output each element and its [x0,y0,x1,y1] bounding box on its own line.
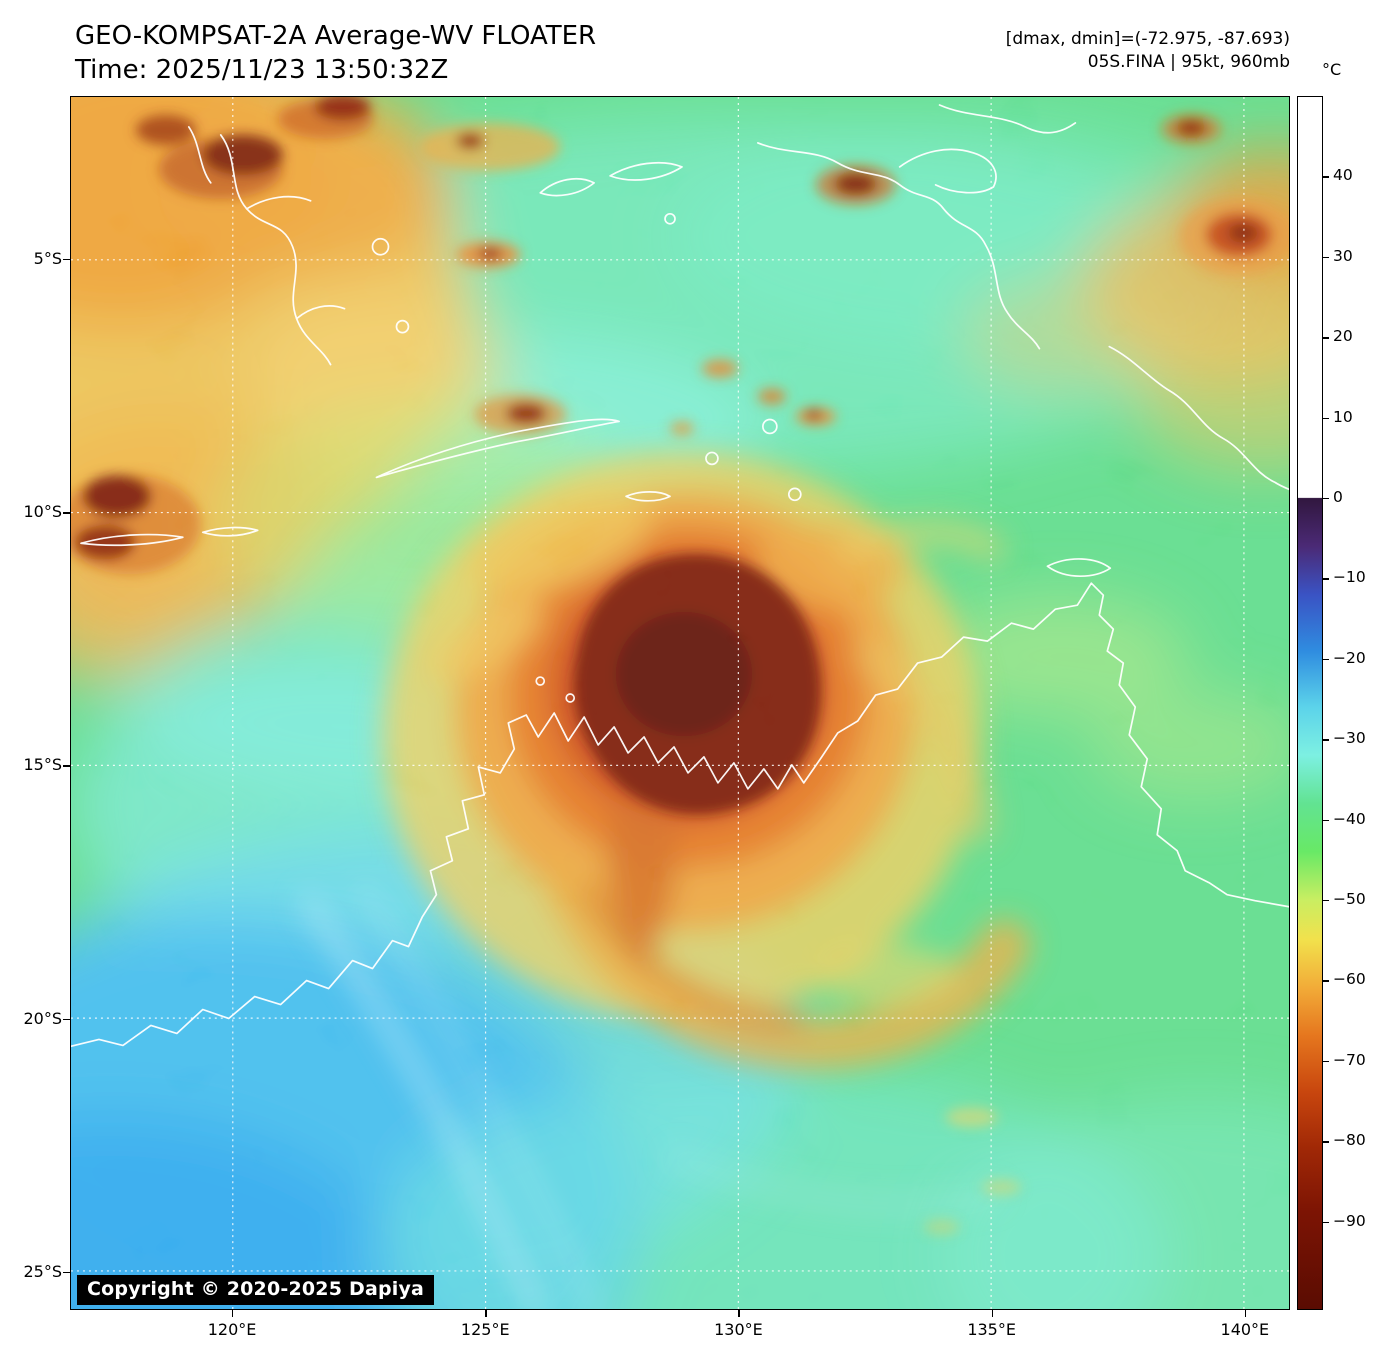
lon-tick-mark [991,1310,994,1317]
colorbar-unit-label: °C [1322,60,1342,79]
colorbar-tick-label: −70 [1333,1050,1366,1069]
colorbar-tick-label: −20 [1333,648,1366,667]
lon-tick-label: 135°E [967,1320,1016,1339]
colorbar-tick-mark [1323,980,1329,982]
lon-tick-label: 140°E [1220,1320,1270,1339]
colorbar-tick-label: −10 [1333,568,1366,587]
colorbar-tick-label: −90 [1333,1211,1366,1230]
colorbar-tick-mark [1323,337,1329,339]
lat-tick-label: 15°S [23,755,62,775]
colorbar-tick-label: −50 [1333,889,1366,908]
figure-timestamp: Time: 2025/11/23 13:50:32Z [75,55,449,85]
colorbar-tick-label: 0 [1333,487,1343,506]
lat-tick-label: 20°S [23,1008,62,1028]
colorbar-tick-label: 20 [1333,327,1353,346]
colorbar-tick-mark [1323,819,1329,821]
dmax-dmin-annotation: [dmax, dmin]=(-72.975, -87.693) [1005,29,1290,49]
lon-tick-mark [738,1310,740,1317]
colorbar-tick-label: −60 [1333,970,1366,989]
australia-coastline [71,582,1289,1048]
lat-tick-mark [63,512,70,514]
colorbar-tick-label: 40 [1333,166,1353,185]
colorbar-tick-mark [1323,497,1329,500]
lon-tick-mark [232,1310,234,1317]
lat-tick-mark [63,1271,70,1274]
colorbar [1297,96,1323,1310]
figure-title: GEO-KOMPSAT-2A Average-WV FLOATER [75,21,597,51]
colorbar-tick-mark [1323,578,1329,580]
colorbar-tick-label: −80 [1333,1131,1366,1150]
colorbar-tick-mark [1323,176,1329,178]
new-guinea-coastline [757,142,1041,350]
colorbar-tick-mark [1323,739,1329,741]
satellite-map: Copyright © 2020-2025 Dapiya [70,96,1290,1310]
colorbar-tick-label: 10 [1333,407,1353,426]
lat-tick-label: 5°S [33,249,62,269]
copyright-badge: Copyright © 2020-2025 Dapiya [77,1275,435,1305]
colorbar-tick-mark [1323,899,1329,902]
timor-island [375,418,620,479]
colorbar-tick-mark [1323,1060,1329,1063]
lon-tick-label: 130°E [714,1320,763,1339]
lon-tick-mark [485,1310,487,1317]
colorbar-tick-mark [1323,256,1329,259]
lat-tick-label: 25°S [23,1261,62,1281]
lon-tick-label: 125°E [460,1320,510,1339]
storm-info-annotation: 05S.FINA | 95kt, 960mb [1087,51,1290,72]
lat-tick-mark [63,259,70,261]
grid-layer [71,97,1289,1309]
coastlines [71,104,1289,1048]
sulawesi-coastline [219,134,332,366]
melville-island [1046,558,1112,577]
lat-tick-mark [63,1018,70,1021]
lat-tick-mark [63,765,70,767]
header-annotations: [dmax, dmin]=(-72.975, -87.693) 05S.FINA… [70,28,1290,74]
colorbar-gradient [1298,97,1322,1309]
colorbar-tick-label: 30 [1333,246,1353,265]
colorbar-tick-mark [1323,417,1329,419]
lon-tick-label: 120°E [207,1320,257,1339]
lat-tick-label: 10°S [23,502,62,522]
colorbar-tick-mark [1323,1141,1329,1143]
colorbar-tick-label: −30 [1333,729,1366,748]
colorbar-tick-label: −40 [1333,809,1366,828]
image-grain [71,97,1289,1309]
colorbar-tick-mark [1323,1221,1329,1223]
colorbar-tick-mark [1323,658,1329,661]
satellite-image [71,97,1289,1309]
lon-tick-mark [1244,1310,1247,1317]
